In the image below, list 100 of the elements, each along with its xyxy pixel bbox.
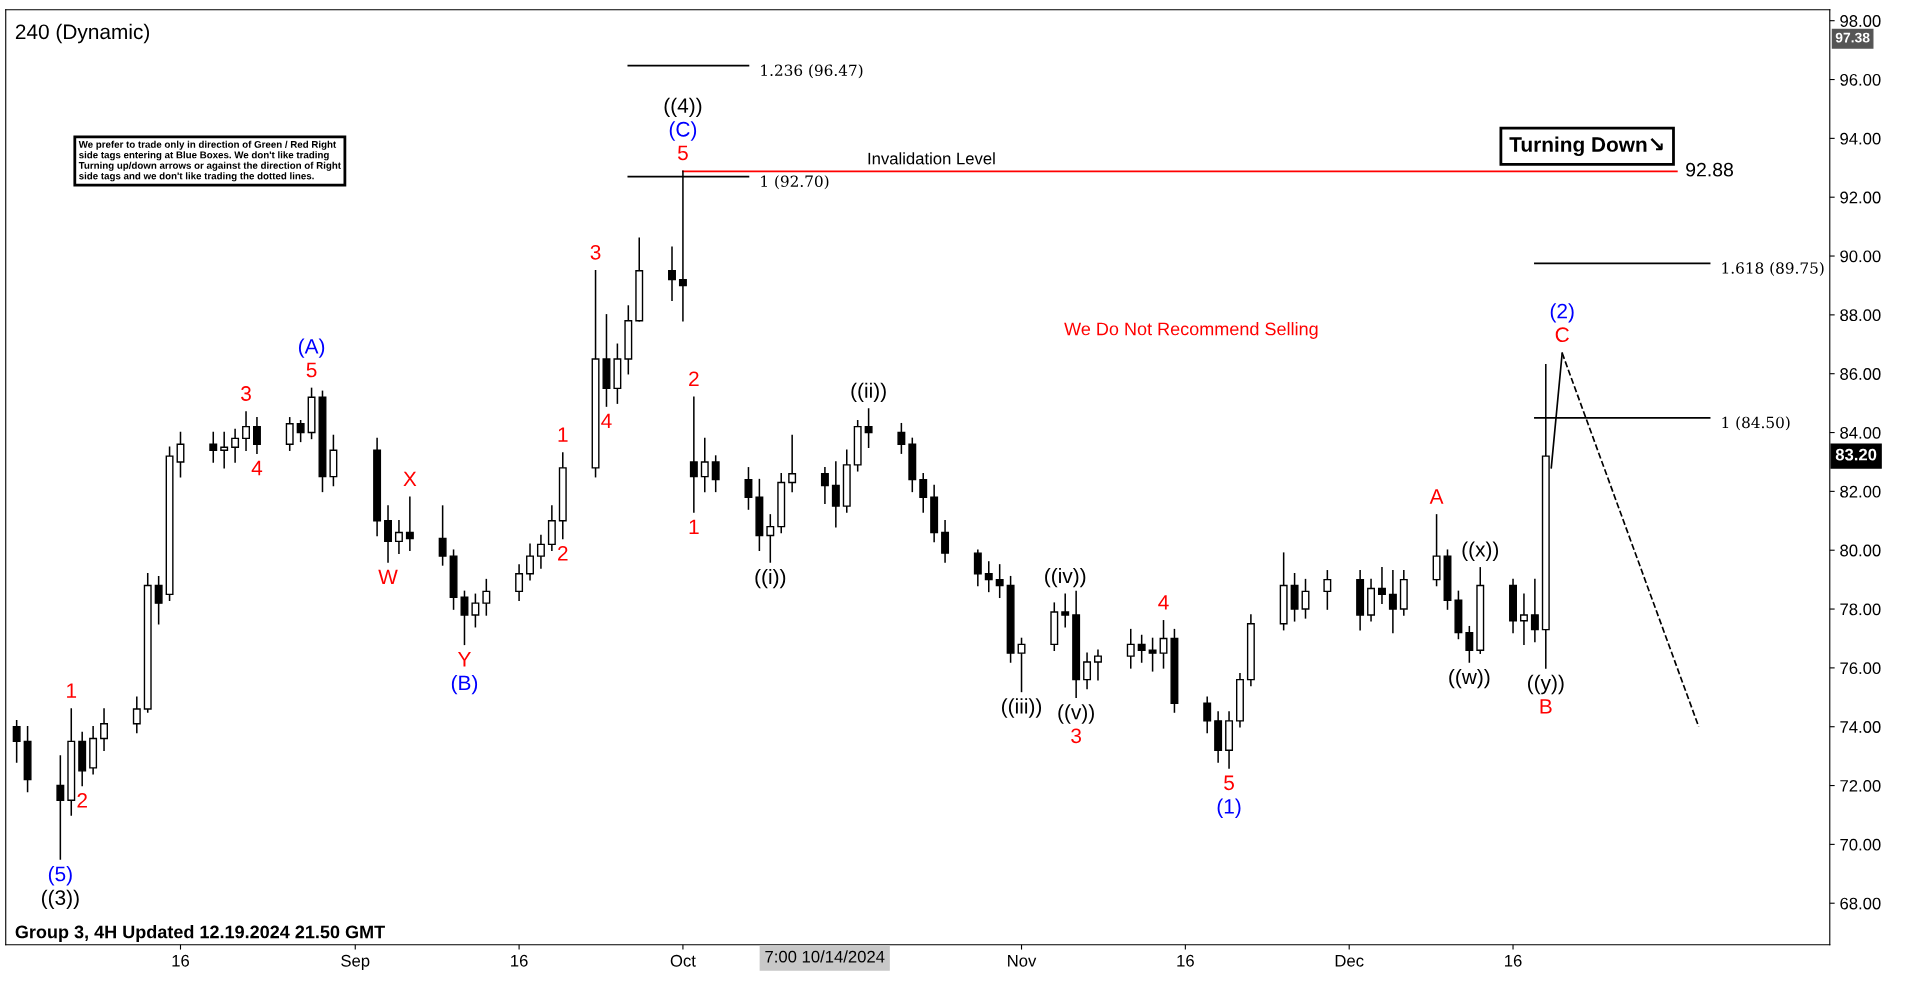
y-tick-label: 96.00: [1840, 73, 1881, 86]
series-label: 1 (84.50): [1722, 416, 1790, 431]
x-tick-label: Sep: [341, 954, 370, 970]
candlestick: [1465, 625, 1474, 663]
annotation: (2): [1550, 303, 1574, 323]
candlestick: [405, 496, 414, 551]
y-tick-label: 90.00: [1840, 250, 1881, 263]
annotation: W: [378, 569, 398, 585]
candlestick: [1432, 514, 1441, 587]
y-tick-label: 78.00: [1840, 603, 1881, 616]
candlestick: [1530, 578, 1539, 643]
annotation: Y: [457, 652, 471, 667]
candlestick: [1126, 628, 1135, 669]
candlestick: [1519, 593, 1528, 646]
annotation: ((w)): [1449, 668, 1490, 689]
annotation: 3: [590, 244, 601, 260]
y-tick-label: 68.00: [1840, 897, 1881, 910]
candlestick: [1290, 572, 1299, 622]
annotation: 1: [558, 427, 568, 442]
annotation: ((iii)): [1002, 698, 1042, 718]
candlestick: [744, 467, 753, 510]
candlestick: [897, 422, 906, 454]
x-tick-label: 16: [1505, 954, 1522, 967]
annotation: 1: [67, 683, 77, 698]
candlestick: [252, 417, 261, 454]
y-tick-label: 84.00: [1840, 426, 1881, 439]
candlestick: [689, 396, 698, 513]
annotation: (5): [48, 866, 72, 886]
candlestick: [1148, 637, 1157, 672]
annotation: 2: [689, 371, 699, 386]
candlestick: [515, 564, 524, 601]
y-tick-label: 72.00: [1840, 779, 1881, 792]
candlestick: [526, 543, 534, 581]
annotation: ((iv)): [1045, 567, 1086, 588]
y-tick-label: 92.00: [1840, 191, 1881, 204]
annotation: Turning Down↘: [1509, 136, 1663, 157]
candlestick: [209, 431, 218, 463]
annotation: 5: [677, 145, 688, 161]
candlestick: [1094, 649, 1102, 681]
annotation: B: [1540, 699, 1552, 714]
annotation: 5: [306, 362, 317, 378]
candlestick: [154, 575, 163, 625]
annotation: 5: [1224, 775, 1234, 791]
y-tick-label: 74.00: [1840, 721, 1881, 733]
y-tick-label: 94.00: [1840, 132, 1881, 145]
candlestick: [973, 549, 982, 587]
candlestick: [547, 505, 556, 551]
series-label: 1.236 (96.47): [761, 64, 863, 79]
candlestick: [100, 708, 109, 752]
candlestick: [788, 434, 797, 493]
annotation: 2: [77, 793, 87, 808]
candlestick: [1137, 634, 1146, 663]
series-label: Invalidation Level: [868, 152, 995, 165]
candlestick: [700, 437, 709, 493]
x-tick-label: Dec: [1335, 955, 1364, 967]
candlestick: [384, 505, 392, 563]
annotation: A: [1429, 489, 1444, 504]
y-tick-label: 76.00: [1840, 662, 1881, 675]
y-tick-label: 80.00: [1840, 544, 1881, 557]
candlestick: [831, 461, 840, 528]
candlestick: [864, 408, 873, 449]
candlestick: [668, 246, 676, 301]
annotation: ((ii)): [851, 382, 886, 403]
y-tick-label: 88.00: [1840, 309, 1881, 322]
annotation: (A): [298, 338, 325, 358]
y-tick-label: 86.00: [1840, 368, 1881, 380]
y-tick-label: 70.00: [1840, 838, 1881, 851]
x-tick-label: Nov: [1008, 955, 1037, 967]
candlestick: [394, 520, 403, 554]
candlestick: [1388, 570, 1397, 634]
candlestick: [242, 411, 251, 451]
candlestick: [941, 520, 950, 563]
candlestick: [995, 564, 1004, 599]
annotation: 4: [251, 460, 263, 476]
x-tick-label: Oct: [670, 954, 696, 967]
y-tick-label: 98.00: [1840, 15, 1881, 27]
annotation: 4: [601, 413, 612, 429]
series-label: 1 (92.70): [761, 175, 829, 190]
candlestick: [1203, 696, 1212, 734]
x-tick-label: 16: [1177, 954, 1194, 967]
annotation: 92.88: [1686, 162, 1734, 177]
text: 7:00 10/14/2024: [765, 950, 885, 963]
candlestick: [1083, 652, 1092, 690]
candlestick: [820, 467, 829, 504]
text: 97.38: [1835, 32, 1870, 43]
candlestick: [285, 417, 294, 451]
annotation: 1: [689, 519, 699, 535]
x-tick-label: 16: [511, 954, 528, 967]
annotation: ((y)): [1528, 674, 1564, 695]
candlestick: [536, 534, 545, 569]
candlestick: [919, 472, 928, 513]
candlestick: [1061, 593, 1070, 628]
annotation: ((x)): [1462, 541, 1499, 561]
annotation: 3: [1071, 728, 1082, 744]
candlestick: [12, 720, 21, 763]
annotation: (1): [1217, 798, 1241, 818]
annotation: (C): [669, 121, 697, 141]
annotation: X: [403, 471, 417, 486]
annotation: ((4)): [664, 97, 702, 118]
y-tick-label: 82.00: [1840, 485, 1881, 498]
